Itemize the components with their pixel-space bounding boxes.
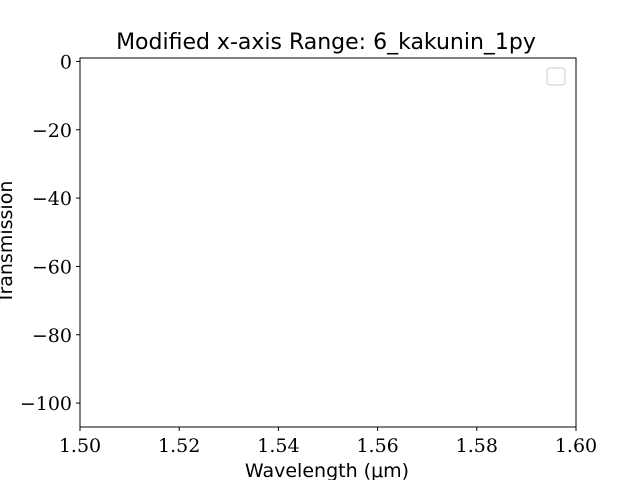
x-tick-label: 1.58 xyxy=(456,435,498,457)
y-tick-label: −20 xyxy=(32,120,72,142)
y-axis-label: Transmission xyxy=(0,181,17,305)
x-axis: 1.50 1.52 1.54 1.56 1.58 1.60 xyxy=(59,427,597,457)
x-axis-label: Wavelength (μm) xyxy=(245,460,409,480)
x-tick-label: 1.56 xyxy=(356,435,398,457)
x-tick-label: 1.52 xyxy=(158,435,200,457)
y-tick-label: −100 xyxy=(20,393,72,415)
y-tick-label: 0 xyxy=(60,51,72,73)
y-tick-label: −40 xyxy=(32,188,72,210)
plot-area xyxy=(79,57,577,428)
y-tick-label: −60 xyxy=(32,256,72,278)
legend-box xyxy=(546,67,566,86)
x-tick-label: 1.54 xyxy=(257,435,299,457)
x-tick-label: 1.50 xyxy=(59,435,101,457)
y-axis: 0 −20 −40 −60 −80 −100 xyxy=(20,51,80,415)
x-tick-label: 1.60 xyxy=(555,435,597,457)
plot-frame xyxy=(79,57,577,428)
chart-title: Modified x-axis Range: 6_kakunin_1py xyxy=(116,30,536,55)
y-tick-label: −80 xyxy=(32,325,72,347)
